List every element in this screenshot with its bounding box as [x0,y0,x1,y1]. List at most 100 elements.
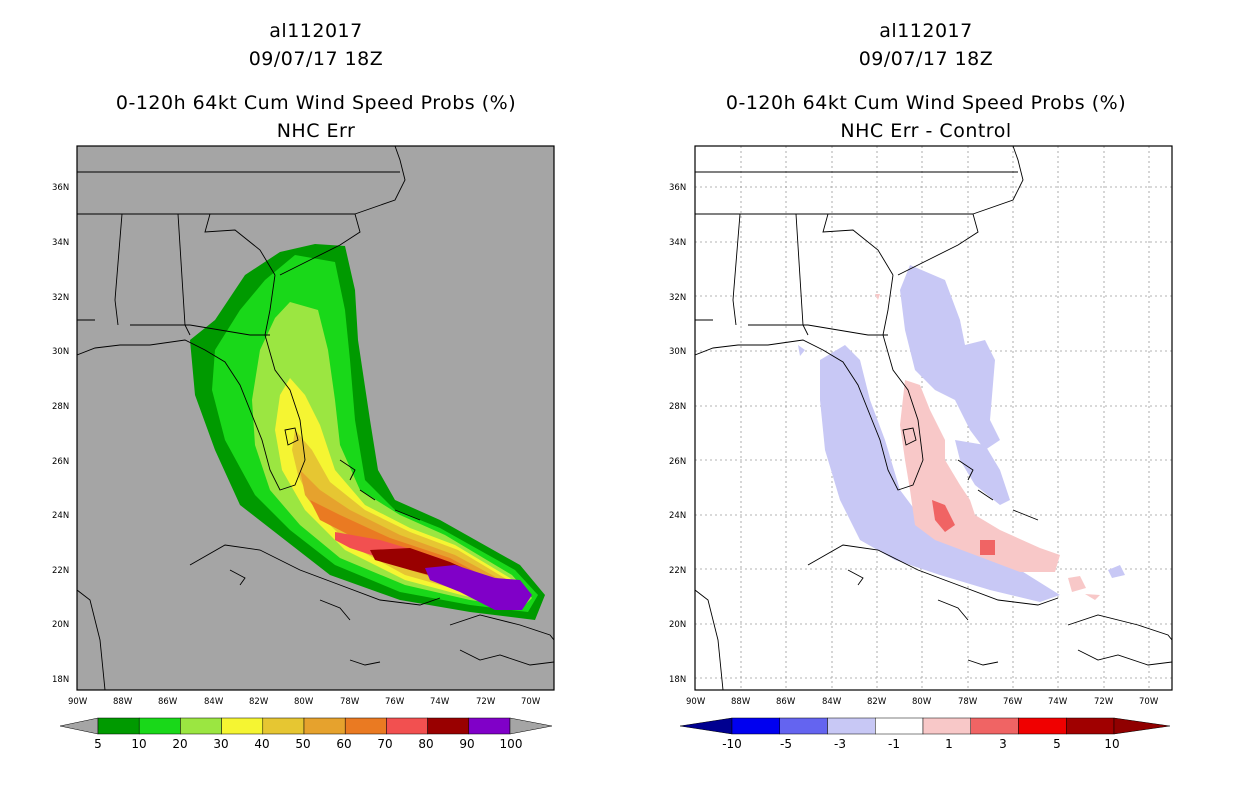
right-legend-bar [679,717,1171,735]
lon-label: 90W [686,697,706,707]
legend-label: 5 [1053,737,1061,751]
lon-label: 70W [521,697,541,707]
left-title-sub: NHC Err [276,120,356,142]
legend-swatch [138,717,181,735]
legend-label: 70 [377,737,393,751]
lat-label: 28N [52,402,69,412]
lon-label: 86W [158,697,178,707]
lat-label: 26N [52,457,69,467]
lat-label: 30N [52,347,69,357]
legend-swatch [779,717,828,735]
lon-label: 74W [430,697,450,707]
legend-label: 1 [945,737,953,751]
lon-label: 76W [1003,697,1023,707]
lon-label: 72W [476,697,496,707]
legend-label: 50 [295,737,311,751]
lat-label: 36N [52,183,69,193]
lon-label: 88W [731,697,751,707]
lon-label: 78W [958,697,978,707]
legend-label: 60 [336,737,352,751]
legend-swatch [221,717,264,735]
lat-label: 36N [669,183,686,193]
legend-swatch [344,717,387,735]
legend-label: 3 [999,737,1007,751]
legend-swatch [731,717,780,735]
legend-swatch [922,717,971,735]
lat-label: 24N [52,511,69,521]
lon-label: 86W [776,697,796,707]
legend-label: -5 [780,737,792,751]
right-title-product: 0-120h 64kt Cum Wind Speed Probs (%) [725,92,1127,114]
diff-negative [798,265,1125,602]
legend-label: 10 [1104,737,1120,751]
right-legend-swatches [731,717,1115,735]
lat-label: 20N [52,620,69,630]
right-lon-labels: 90W 88W 86W 84W 82W 80W 78W 76W 74W 72W … [686,697,1159,707]
lon-label: 80W [912,697,932,707]
legend-label: 20 [172,737,188,751]
lat-label: 30N [669,347,686,357]
legend-swatch [827,717,876,735]
legend-label: 40 [254,737,270,751]
lon-label: 88W [113,697,133,707]
left-title-storm: al112017 [269,20,363,42]
lon-label: 84W [822,697,842,707]
lat-label: 32N [669,293,686,303]
legend-swatch [468,717,511,735]
legend-swatch [1066,717,1115,735]
lat-label: 34N [669,238,686,248]
right-title-date: 09/07/17 18Z [858,48,994,70]
lon-label: 74W [1048,697,1068,707]
coastlines [695,146,1172,690]
diff-positive-strong [932,500,995,555]
lon-label: 80W [294,697,314,707]
legend-swatch [262,717,305,735]
left-lon-labels: 90W 88W 86W 84W 82W 80W 78W 76W 74W 72W … [68,697,541,707]
left-legend-bar [59,717,553,735]
lat-label: 18N [669,675,686,685]
left-map-panel: 36N 34N 32N 30N 28N 26N 24N 22N 20N 18N … [52,145,555,707]
legend-label: 100 [499,737,523,751]
lat-label: 28N [669,402,686,412]
lon-label: 72W [1094,697,1114,707]
legend-swatch [970,717,1019,735]
prob-90 [425,565,532,610]
legend-label: -10 [722,737,742,751]
lat-label: 18N [52,675,69,685]
legend-label: -3 [834,737,846,751]
lon-label: 84W [204,697,224,707]
legend-swatch [875,717,924,735]
legend-swatch [97,717,140,735]
lon-label: 82W [249,697,269,707]
lon-label: 82W [867,697,887,707]
lon-label: 70W [1139,697,1159,707]
legend-label: 80 [418,737,434,751]
legend-label: 30 [213,737,229,751]
lat-label: 34N [52,238,69,248]
legend-swatch [1018,717,1067,735]
lat-label: 26N [669,457,686,467]
lon-label: 90W [68,697,88,707]
right-lat-labels: 36N 34N 32N 30N 28N 26N 24N 22N 20N 18N [669,183,686,685]
prob-40 [292,430,525,602]
left-title-product: 0-120h 64kt Cum Wind Speed Probs (%) [115,92,517,114]
legend-swatch [427,717,470,735]
lon-label: 78W [340,697,360,707]
lat-label: 22N [52,566,69,576]
lat-label: 24N [669,511,686,521]
legend-label: 5 [94,737,102,751]
right-title-storm: al112017 [879,20,973,42]
legend-label: -1 [888,737,900,751]
prob-20 [252,302,532,608]
left-legend-swatches [97,717,511,735]
legend-swatch [180,717,222,735]
left-lat-labels: 36N 34N 32N 30N 28N 26N 24N 22N 20N 18N [52,183,69,685]
lat-label: 20N [669,620,686,630]
legend-label: 90 [459,737,475,751]
left-title-date: 09/07/17 18Z [248,48,384,70]
legend-swatch [303,717,346,735]
legend-swatch [386,717,428,735]
lat-label: 32N [52,293,69,303]
right-map-panel: 36N 34N 32N 30N 28N 26N 24N 22N 20N 18N … [669,145,1173,707]
lon-label: 76W [385,697,405,707]
